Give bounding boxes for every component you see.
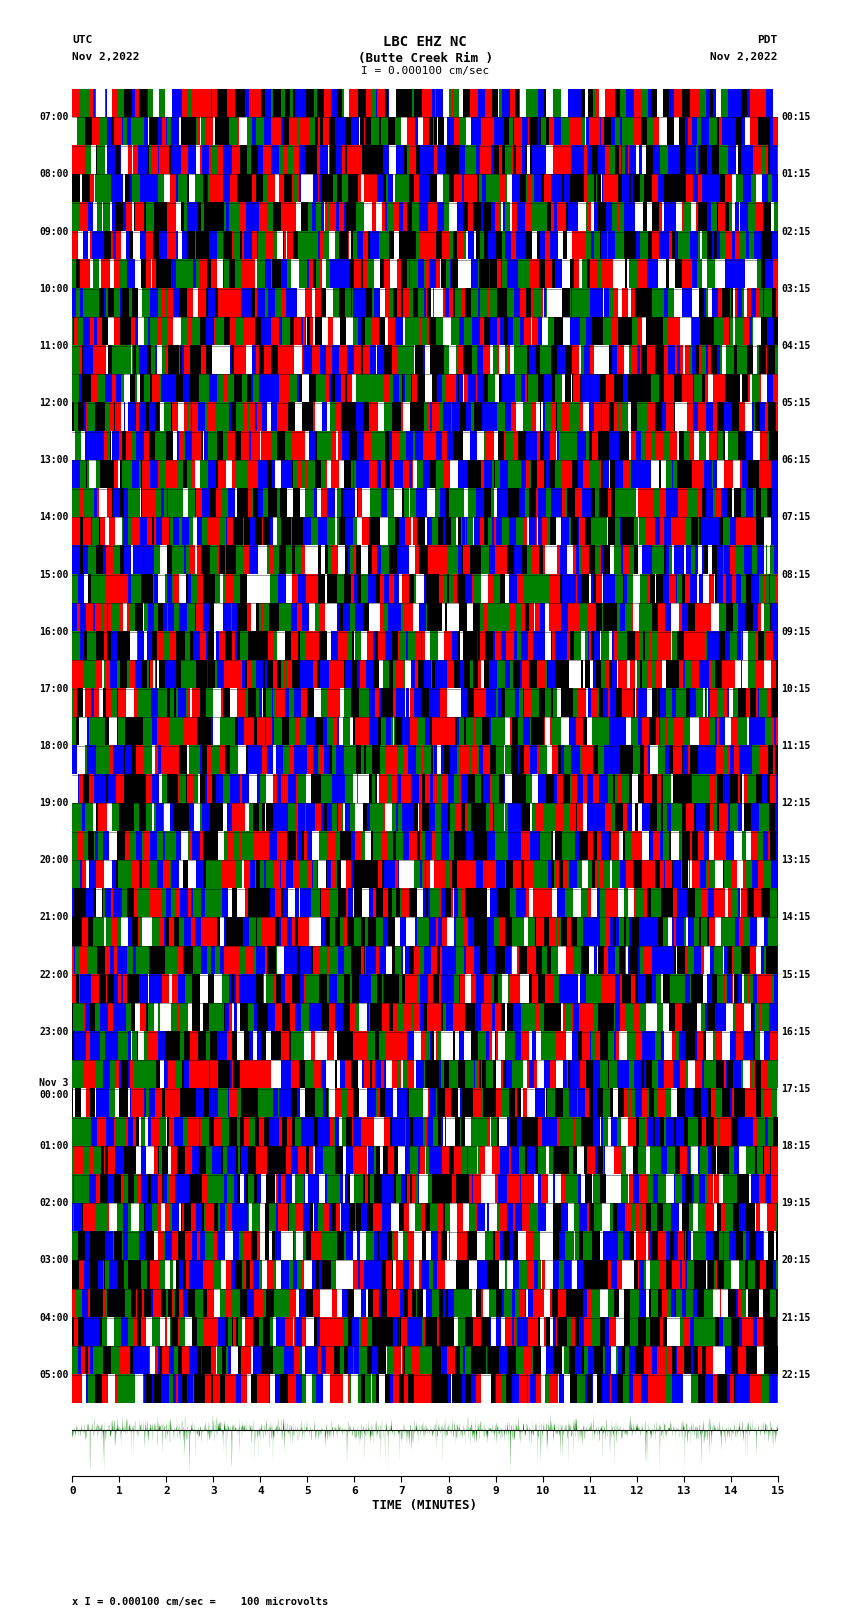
Text: 05:15: 05:15 <box>781 398 811 408</box>
Text: 04:15: 04:15 <box>781 340 811 352</box>
Text: 16:15: 16:15 <box>781 1027 811 1037</box>
Text: 01:15: 01:15 <box>781 169 811 179</box>
Text: 01:00: 01:00 <box>39 1140 69 1152</box>
Text: 11:00: 11:00 <box>39 340 69 352</box>
Text: 21:00: 21:00 <box>39 913 69 923</box>
Text: Nov 3
00:00: Nov 3 00:00 <box>39 1077 69 1100</box>
Text: 14:00: 14:00 <box>39 513 69 523</box>
Text: 10:00: 10:00 <box>39 284 69 294</box>
Text: 22:00: 22:00 <box>39 969 69 979</box>
Text: 12:00: 12:00 <box>39 398 69 408</box>
Text: 03:15: 03:15 <box>781 284 811 294</box>
Text: 04:00: 04:00 <box>39 1313 69 1323</box>
Text: 09:15: 09:15 <box>781 627 811 637</box>
Text: 15:15: 15:15 <box>781 969 811 979</box>
Text: 12:15: 12:15 <box>781 798 811 808</box>
Text: 19:00: 19:00 <box>39 798 69 808</box>
Text: 08:15: 08:15 <box>781 569 811 579</box>
Text: 02:15: 02:15 <box>781 226 811 237</box>
Text: 17:15: 17:15 <box>781 1084 811 1094</box>
Text: LBC EHZ NC: LBC EHZ NC <box>383 35 467 50</box>
Text: UTC: UTC <box>72 35 93 45</box>
Text: PDT: PDT <box>757 35 778 45</box>
Text: 18:00: 18:00 <box>39 740 69 752</box>
Text: 14:15: 14:15 <box>781 913 811 923</box>
Text: 16:00: 16:00 <box>39 627 69 637</box>
Text: 22:15: 22:15 <box>781 1369 811 1379</box>
Text: 20:15: 20:15 <box>781 1255 811 1266</box>
Text: I = 0.000100 cm/sec: I = 0.000100 cm/sec <box>361 66 489 76</box>
Text: 08:00: 08:00 <box>39 169 69 179</box>
Text: 05:00: 05:00 <box>39 1369 69 1379</box>
Text: Nov 2,2022: Nov 2,2022 <box>711 52 778 61</box>
Text: Nov 2,2022: Nov 2,2022 <box>72 52 139 61</box>
Text: 03:00: 03:00 <box>39 1255 69 1266</box>
Text: 07:00: 07:00 <box>39 113 69 123</box>
Text: 06:15: 06:15 <box>781 455 811 465</box>
Text: 20:00: 20:00 <box>39 855 69 865</box>
X-axis label: TIME (MINUTES): TIME (MINUTES) <box>372 1498 478 1511</box>
Text: 18:15: 18:15 <box>781 1140 811 1152</box>
Text: x I = 0.000100 cm/sec =    100 microvolts: x I = 0.000100 cm/sec = 100 microvolts <box>72 1597 328 1607</box>
Text: 15:00: 15:00 <box>39 569 69 579</box>
Text: 02:00: 02:00 <box>39 1198 69 1208</box>
Text: 23:00: 23:00 <box>39 1027 69 1037</box>
Text: 00:15: 00:15 <box>781 113 811 123</box>
Text: 19:15: 19:15 <box>781 1198 811 1208</box>
Text: 07:15: 07:15 <box>781 513 811 523</box>
Text: 10:15: 10:15 <box>781 684 811 694</box>
Text: 13:00: 13:00 <box>39 455 69 465</box>
Text: 21:15: 21:15 <box>781 1313 811 1323</box>
Text: 13:15: 13:15 <box>781 855 811 865</box>
Text: 17:00: 17:00 <box>39 684 69 694</box>
Text: 11:15: 11:15 <box>781 740 811 752</box>
Text: (Butte Creek Rim ): (Butte Creek Rim ) <box>358 52 492 65</box>
Text: 09:00: 09:00 <box>39 226 69 237</box>
